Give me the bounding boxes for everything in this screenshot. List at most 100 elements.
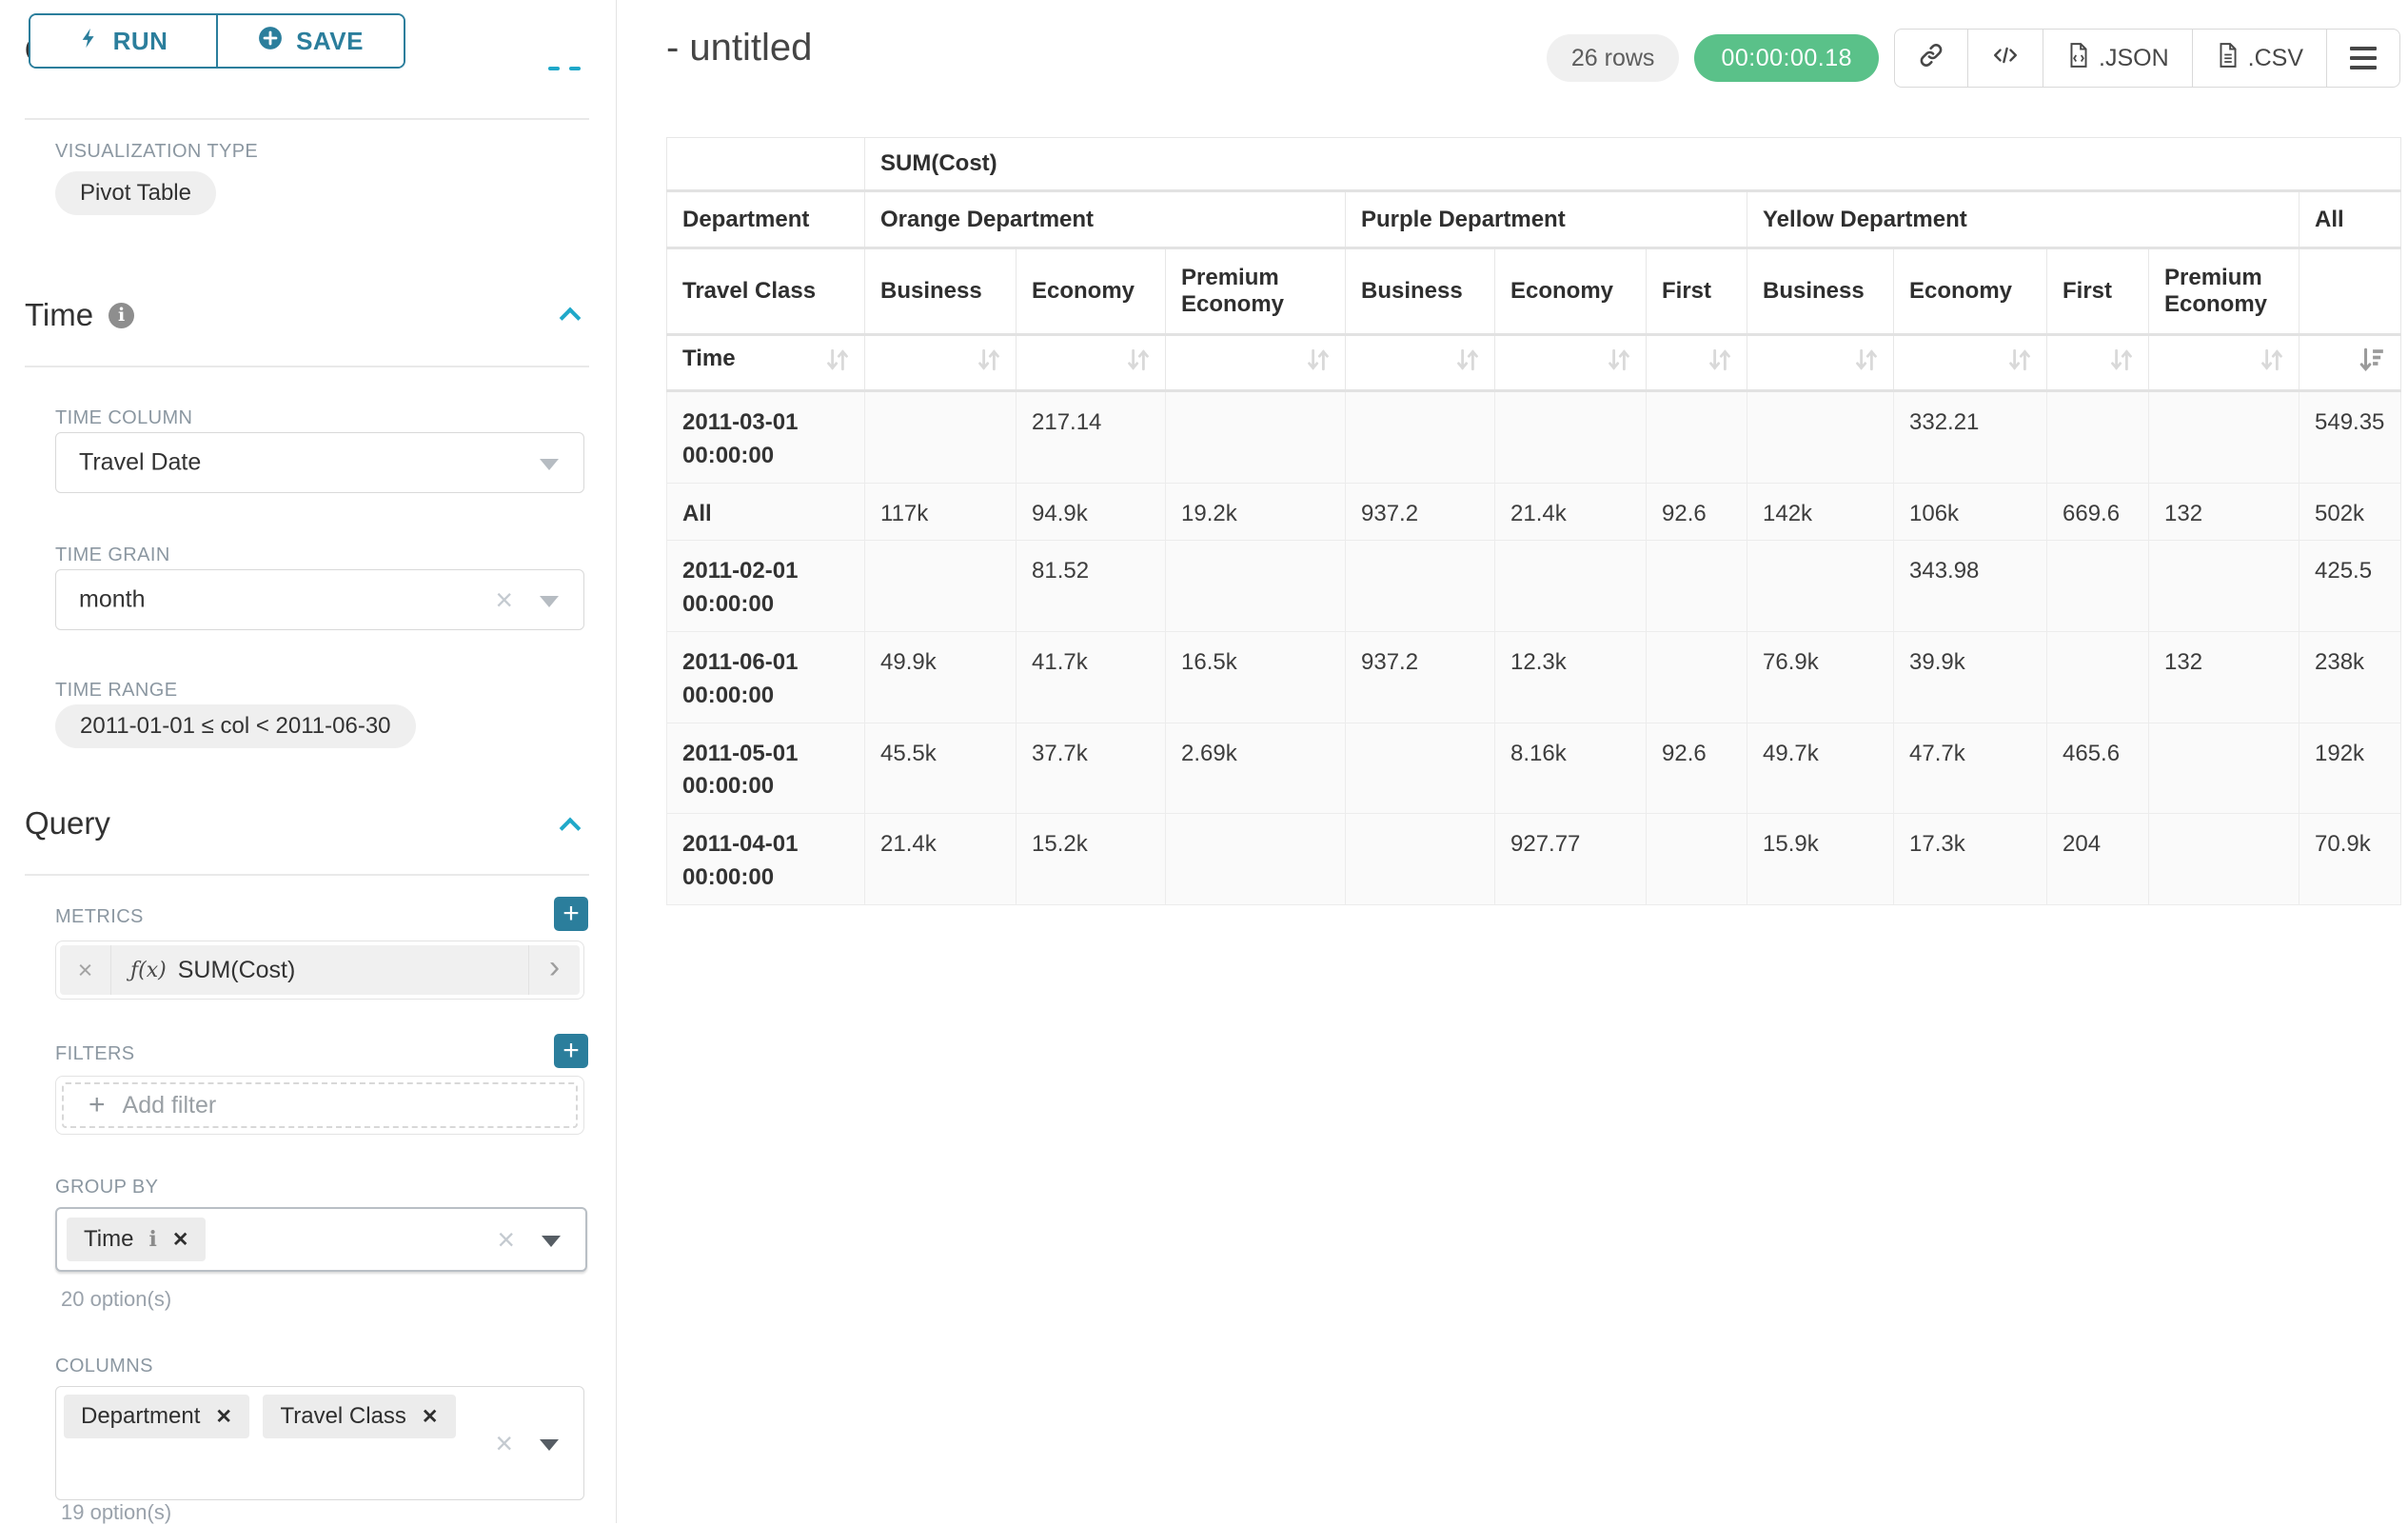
pivot-cell: 937.2: [1345, 482, 1495, 542]
add-filter-dropzone[interactable]: + Add filter: [62, 1082, 578, 1128]
info-icon: i: [109, 302, 135, 328]
class-header: Premium Economy: [1165, 248, 1346, 336]
add-filter-button[interactable]: +: [554, 1034, 588, 1068]
pivot-row-header: 2011-04-01 00:00:00: [666, 813, 865, 905]
sort-icon[interactable]: [1127, 347, 1150, 380]
export-csv-button[interactable]: .CSV: [2191, 30, 2326, 87]
group-by-chip-time[interactable]: Time i ✕: [67, 1218, 207, 1261]
sort-icon[interactable]: [1456, 347, 1479, 380]
clear-icon[interactable]: ×: [495, 1426, 513, 1460]
time-range-pill[interactable]: 2011-01-01 ≤ col < 2011-06-30: [55, 704, 416, 748]
clear-icon[interactable]: ×: [497, 1222, 515, 1257]
viz-type-pill[interactable]: Pivot Table: [55, 171, 216, 215]
sort-cell: [1345, 334, 1495, 392]
section-divider: [25, 118, 589, 120]
metric-chip[interactable]: × ƒ(x) SUM(Cost) ›: [60, 945, 580, 995]
pivot-row-header: 2011-05-01 00:00:00: [666, 722, 865, 815]
run-save-button-group: RUN SAVE: [29, 13, 405, 69]
pivot-row-header: All: [666, 482, 865, 542]
sort-icon[interactable]: [1855, 347, 1878, 380]
pivot-cell: [1345, 540, 1495, 632]
class-header: Economy: [1893, 248, 2047, 336]
pivot-cell: 70.9k: [2298, 813, 2402, 905]
share-link-button[interactable]: [1895, 30, 1967, 87]
chart-header-controls: 26 rows 00:00:00.18: [1546, 29, 2400, 88]
pivot-cell: [1494, 540, 1647, 632]
section-divider: [25, 366, 589, 367]
time-range-label: TIME RANGE: [55, 680, 178, 701]
pivot-cell: [1646, 630, 1747, 723]
pivot-cell: 21.4k: [1494, 482, 1647, 542]
fx-icon: ƒ(x): [130, 958, 167, 982]
group-by-options-note: 20 option(s): [61, 1287, 172, 1311]
control-panel: Chart Type RUN SAVE VISUALIZATION TYPE P…: [0, 0, 617, 1524]
pivot-cell: 669.6: [2046, 482, 2149, 542]
run-button[interactable]: RUN: [30, 15, 218, 67]
class-row-label: Travel Class: [666, 248, 865, 336]
pivot-cell: 21.4k: [864, 813, 1016, 905]
panel-handle-dot: [548, 67, 560, 70]
sort-cell: [1646, 334, 1747, 392]
pivot-cell: 19.2k: [1165, 482, 1346, 542]
query-section-title: Query: [25, 805, 110, 841]
group-by-select[interactable]: Time i ✕ ×: [55, 1207, 587, 1272]
columns-select[interactable]: Department ✕ Travel Class ✕ ×: [55, 1386, 584, 1500]
sort-icon[interactable]: [977, 347, 1000, 380]
class-header: Business: [1345, 248, 1495, 336]
collapse-time-chevron-icon[interactable]: [559, 307, 582, 329]
menu-button[interactable]: [2326, 30, 2399, 87]
chart-title[interactable]: - untitled: [666, 27, 813, 69]
class-header: [2298, 248, 2402, 336]
column-info-icon[interactable]: i: [148, 1227, 157, 1252]
sort-icon[interactable]: [1708, 347, 1731, 380]
chevron-down-icon[interactable]: [540, 596, 559, 607]
clear-icon[interactable]: ×: [495, 583, 513, 617]
metric-name: SUM(Cost): [177, 956, 296, 983]
pivot-cell: 17.3k: [1893, 813, 2047, 905]
pivot-table: SUM(Cost) Department Orange Department Purp…: [666, 137, 2402, 905]
remove-metric-icon[interactable]: ×: [60, 945, 111, 995]
sort-icon[interactable]: [2008, 347, 2031, 380]
sort-cell: [1893, 334, 2047, 392]
class-header: First: [2046, 248, 2149, 336]
group-by-label: GROUP BY: [55, 1177, 159, 1198]
sort-icon[interactable]: [1307, 347, 1330, 380]
pivot-cell: 117k: [864, 482, 1016, 542]
sort-icon[interactable]: [2260, 347, 2283, 380]
chevron-right-icon[interactable]: ›: [528, 945, 580, 995]
remove-chip-icon[interactable]: ✕: [215, 1405, 232, 1428]
save-button-label: SAVE: [296, 26, 364, 55]
save-button[interactable]: SAVE: [218, 15, 404, 67]
collapse-query-chevron-icon[interactable]: [559, 817, 582, 840]
sort-icon[interactable]: [2110, 347, 2133, 380]
view-query-button[interactable]: [1967, 30, 2043, 87]
chevron-down-icon[interactable]: [540, 459, 559, 470]
sort-icon[interactable]: [1608, 347, 1630, 380]
pivot-cell: 39.9k: [1893, 630, 2047, 723]
class-header: First: [1646, 248, 1747, 336]
remove-chip-icon[interactable]: ✕: [171, 1228, 189, 1251]
chevron-down-icon[interactable]: [542, 1236, 561, 1247]
file-csv-icon: [2216, 42, 2240, 75]
remove-chip-icon[interactable]: ✕: [421, 1405, 439, 1428]
columns-chip-department[interactable]: Department ✕: [64, 1395, 249, 1438]
pivot-cell: 49.7k: [1747, 722, 1894, 815]
hamburger-menu-icon: [2350, 47, 2377, 69]
time-section-title: Time i: [25, 297, 135, 333]
pivot-cell: 132: [2148, 482, 2299, 542]
chevron-down-icon[interactable]: [540, 1439, 559, 1451]
export-json-button[interactable]: .JSON: [2043, 30, 2192, 87]
time-grain-select[interactable]: month ×: [55, 569, 584, 630]
pivot-cell: 217.14: [1016, 390, 1166, 484]
sort-icon[interactable]: [826, 347, 849, 380]
pivot-cell: [2046, 630, 2149, 723]
pivot-row: 2011-03-01 00:00:00 217.14 332.21 549.35: [666, 390, 2402, 484]
pivot-cell: 94.9k: [1016, 482, 1166, 542]
columns-chip-travel-class[interactable]: Travel Class ✕: [263, 1395, 456, 1438]
metric-header: SUM(Cost): [863, 137, 2402, 192]
sort-desc-icon[interactable]: [2359, 347, 2385, 380]
time-column-select[interactable]: Travel Date: [55, 432, 584, 493]
pivot-cell: 8.16k: [1494, 722, 1647, 815]
pivot-cell: 81.52: [1016, 540, 1166, 632]
add-metric-button[interactable]: +: [554, 897, 588, 931]
